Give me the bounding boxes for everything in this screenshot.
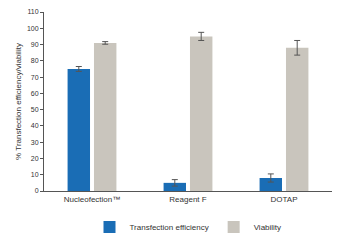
svg-text:DOTAP: DOTAP: [271, 195, 298, 204]
svg-text:20: 20: [31, 155, 39, 162]
svg-text:30: 30: [31, 139, 39, 146]
svg-text:40: 40: [31, 122, 39, 129]
svg-text:70: 70: [31, 74, 39, 81]
svg-text:0: 0: [35, 187, 39, 194]
svg-text:10: 10: [31, 171, 39, 178]
svg-text:80: 80: [31, 57, 39, 64]
svg-text:Transfection efficiency: Transfection efficiency: [130, 223, 209, 232]
svg-text:Reagent F: Reagent F: [169, 195, 206, 204]
svg-text:50: 50: [31, 106, 39, 113]
svg-text:100: 100: [27, 25, 39, 32]
svg-text:110: 110: [27, 8, 38, 15]
svg-text:60: 60: [31, 90, 39, 97]
svg-text:% Transfection efficiency/viab: % Transfection efficiency/viability: [14, 43, 23, 160]
svg-text:Viability: Viability: [254, 223, 281, 232]
svg-text:Nucleofection™: Nucleofection™: [64, 195, 120, 204]
svg-text:90: 90: [31, 41, 39, 48]
